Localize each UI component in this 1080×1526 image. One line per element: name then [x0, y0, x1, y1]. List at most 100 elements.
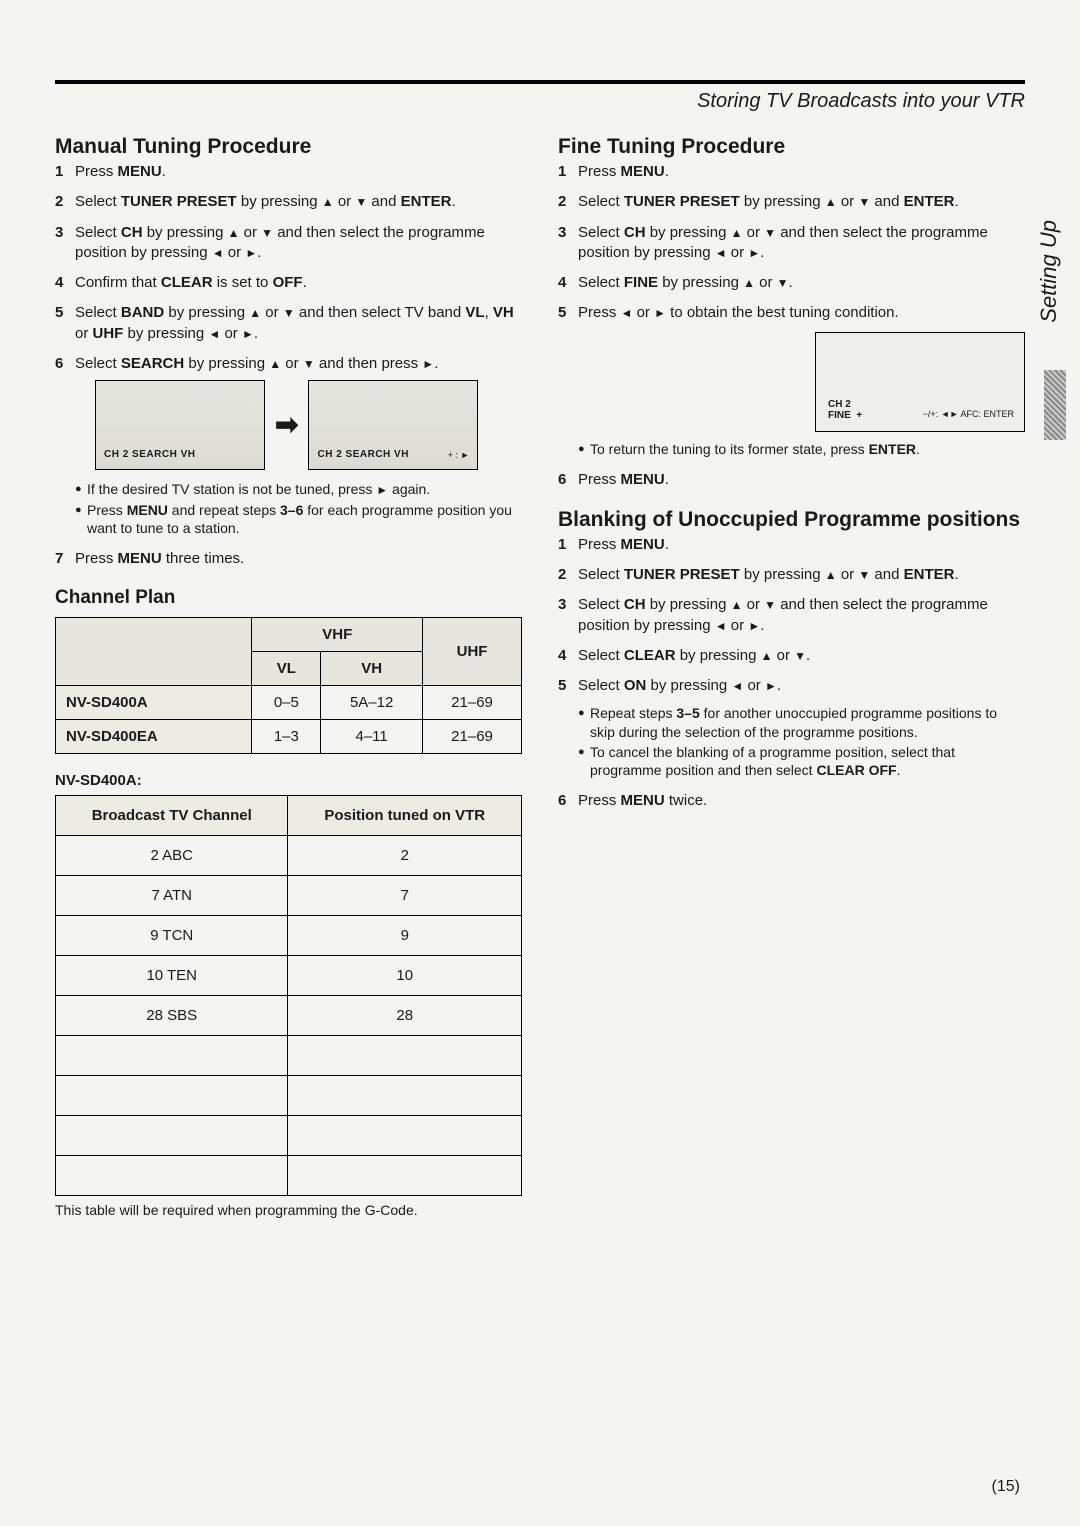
screen-before-text: CH 2 SEARCH VH	[104, 448, 195, 462]
plan-blank-header	[56, 618, 252, 686]
plan-cell: 4–11	[321, 720, 423, 754]
broadcast-table: Broadcast TV Channel Position tuned on V…	[55, 795, 522, 1196]
plan-row: NV-SD400A 0–5 5A–12 21–69	[56, 686, 522, 720]
bc-row	[56, 1036, 522, 1076]
plan-model: NV-SD400A	[56, 686, 252, 720]
plan-model: NV-SD400EA	[56, 720, 252, 754]
bc-cell: 28	[288, 996, 522, 1036]
bc-cell	[56, 1116, 288, 1156]
bc-cell: 9	[288, 916, 522, 956]
blank-step: Press MENU.	[558, 535, 1025, 555]
bc-cell: 9 TCN	[56, 916, 288, 956]
fine-step: Press MENU.	[558, 470, 1025, 490]
bc-cell: 7 ATN	[56, 876, 288, 916]
bc-cell	[288, 1116, 522, 1156]
bc-cell	[56, 1036, 288, 1076]
channel-plan-table: VHF UHF VL VH NV-SD400A 0–5 5A–12 21–69 …	[55, 617, 522, 754]
arrow-icon: ➡	[275, 406, 298, 444]
blank-note: To cancel the blanking of a programme po…	[578, 743, 1025, 779]
bc-header-b: Position tuned on VTR	[288, 796, 522, 836]
bc-cell: 10	[288, 956, 522, 996]
blank-heading: Blanking of Unoccupied Programme positio…	[558, 508, 1025, 532]
screen-before: CH 2 SEARCH VH	[95, 380, 265, 470]
plan-cell: 5A–12	[321, 686, 423, 720]
bc-cell: 2	[288, 836, 522, 876]
manual-step: Select CH by pressing ▲ or ▼ and then se…	[55, 223, 522, 264]
plan-vl-header: VL	[252, 652, 321, 686]
fine-step: Select FINE by pressing ▲ or ▼.	[558, 273, 1025, 293]
plan-cell: 21–69	[423, 686, 522, 720]
screen-after-text2: + : ►	[448, 449, 470, 461]
right-column: Fine Tuning Procedure Press MENU. Select…	[558, 135, 1025, 1218]
side-tab: Setting Up	[1036, 220, 1062, 323]
manual-heading: Manual Tuning Procedure	[55, 135, 522, 159]
table-note: This table will be required when program…	[55, 1202, 522, 1218]
fine-step: Select CH by pressing ▲ or ▼ and then se…	[558, 223, 1025, 264]
manual-step: Select BAND by pressing ▲ or ▼ and then …	[55, 303, 522, 344]
fine-step: Press ◄ or ► to obtain the best tuning c…	[558, 303, 1025, 457]
blank-step: Select TUNER PRESET by pressing ▲ or ▼ a…	[558, 565, 1025, 585]
plan-cell: 0–5	[252, 686, 321, 720]
header-title: Storing TV Broadcasts into your VTR	[55, 90, 1025, 113]
bc-row: 9 TCN9	[56, 916, 522, 956]
bc-cell	[288, 1156, 522, 1196]
plan-cell: 21–69	[423, 720, 522, 754]
plan-cell: 1–3	[252, 720, 321, 754]
manual-step: Select SEARCH by pressing ▲ or ▼ and the…	[55, 354, 522, 537]
bc-cell	[288, 1076, 522, 1116]
blank-step: Press MENU twice.	[558, 791, 1025, 811]
screen-after: CH 2 SEARCH VH + : ►	[308, 380, 478, 470]
channel-plan-heading: Channel Plan	[55, 587, 522, 609]
bc-row: 10 TEN10	[56, 956, 522, 996]
header-rule	[55, 80, 1025, 84]
plan-vhf-header: VHF	[252, 618, 423, 652]
fine-note: To return the tuning to its former state…	[578, 440, 1025, 458]
blank-note: Repeat steps 3–5 for another unoccupied …	[578, 704, 1025, 740]
fine-screen-text: CH 2 FINE +	[828, 399, 862, 421]
page-number: (15)	[992, 1478, 1020, 1496]
blank-step: Select CLEAR by pressing ▲ or ▼.	[558, 646, 1025, 666]
left-column: Manual Tuning Procedure Press MENU. Sele…	[55, 135, 522, 1218]
plan-uhf-header: UHF	[423, 618, 522, 686]
blank-notes: Repeat steps 3–5 for another unoccupied …	[578, 704, 1025, 779]
bc-cell: 2 ABC	[56, 836, 288, 876]
bc-row	[56, 1076, 522, 1116]
search-diagram: CH 2 SEARCH VH ➡ CH 2 SEARCH VH + : ►	[95, 380, 522, 470]
manual-step: Press MENU.	[55, 162, 522, 182]
bc-cell	[288, 1036, 522, 1076]
blank-step: Select ON by pressing ◄ or ►. Repeat ste…	[558, 676, 1025, 779]
fine-step: Select TUNER PRESET by pressing ▲ or ▼ a…	[558, 192, 1025, 212]
plan-vh-header: VH	[321, 652, 423, 686]
plan-row: NV-SD400EA 1–3 4–11 21–69	[56, 720, 522, 754]
bc-cell: 10 TEN	[56, 956, 288, 996]
manual-note: Press MENU and repeat steps 3–6 for each…	[75, 501, 522, 537]
columns: Manual Tuning Procedure Press MENU. Sele…	[55, 135, 1025, 1218]
fine-screen: CH 2 FINE + −/+: ◄► AFC: ENTER	[815, 332, 1025, 432]
fine-screen-text2: −/+: ◄► AFC: ENTER	[923, 408, 1014, 420]
bc-row	[56, 1116, 522, 1156]
fine-notes: To return the tuning to its former state…	[578, 440, 1025, 458]
manual-steps: Press MENU. Select TUNER PRESET by press…	[55, 162, 522, 569]
bc-row	[56, 1156, 522, 1196]
fine-step: Press MENU.	[558, 162, 1025, 182]
bc-cell: 28 SBS	[56, 996, 288, 1036]
fine-steps: Press MENU. Select TUNER PRESET by press…	[558, 162, 1025, 490]
bc-row: 2 ABC2	[56, 836, 522, 876]
manual-note: If the desired TV station is not be tune…	[75, 480, 522, 499]
bc-row: 7 ATN7	[56, 876, 522, 916]
bc-cell	[56, 1076, 288, 1116]
side-block	[1044, 370, 1066, 440]
model-label: NV-SD400A:	[55, 772, 522, 789]
manual-step: Press MENU three times.	[55, 549, 522, 569]
blank-steps: Press MENU. Select TUNER PRESET by press…	[558, 535, 1025, 812]
manual-notes: If the desired TV station is not be tune…	[75, 480, 522, 537]
bc-row: 28 SBS28	[56, 996, 522, 1036]
bc-header-a: Broadcast TV Channel	[56, 796, 288, 836]
manual-step: Select TUNER PRESET by pressing ▲ or ▼ a…	[55, 192, 522, 212]
screen-after-text: CH 2 SEARCH VH	[317, 448, 408, 462]
bc-cell: 7	[288, 876, 522, 916]
blank-step: Select CH by pressing ▲ or ▼ and then se…	[558, 595, 1025, 636]
manual-step: Confirm that CLEAR is set to OFF.	[55, 273, 522, 293]
bc-cell	[56, 1156, 288, 1196]
fine-heading: Fine Tuning Procedure	[558, 135, 1025, 159]
